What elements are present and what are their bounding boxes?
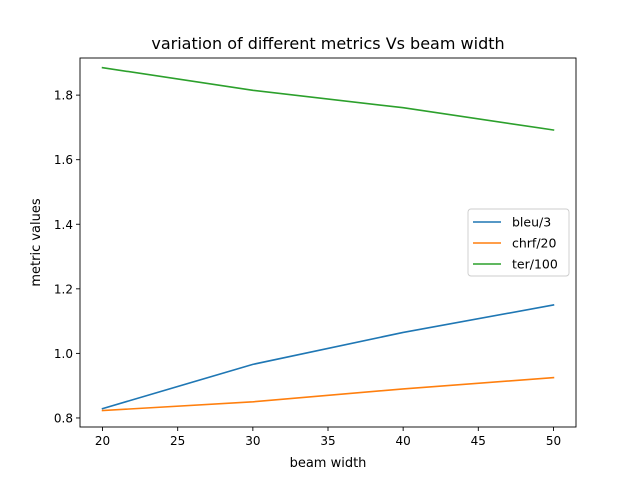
y-tick-label: 1.0 <box>54 347 73 361</box>
y-tick-label: 1.4 <box>54 218 73 232</box>
y-tick-label: 0.8 <box>54 411 73 425</box>
series-line-2 <box>101 66 555 131</box>
series-line-1 <box>101 376 555 412</box>
series-line-0 <box>101 304 555 410</box>
legend: bleu/3 chrf/20 ter/100 <box>467 208 570 277</box>
y-tick-label: 1.2 <box>54 282 73 296</box>
x-axis-label: beam width <box>290 456 367 471</box>
legend-box <box>467 208 570 277</box>
y-tick-label: 1.6 <box>54 153 73 167</box>
x-tick-label: 50 <box>546 434 561 448</box>
x-tick-label: 25 <box>170 434 185 448</box>
legend-label-1: chrf/20 <box>512 236 556 251</box>
x-tick-label: 40 <box>396 434 411 448</box>
x-tick-label: 45 <box>471 434 486 448</box>
x-tick-label: 30 <box>245 434 260 448</box>
y-axis: 0.8 1.0 1.2 1.4 1.6 1.8 <box>54 89 80 425</box>
chart-title: variation of different metrics Vs beam w… <box>151 34 504 53</box>
legend-label-2: ter/100 <box>512 257 558 272</box>
y-axis-label: metric values <box>29 198 44 287</box>
x-tick-label: 35 <box>320 434 335 448</box>
x-axis: 20 25 30 35 40 45 50 <box>95 427 561 448</box>
series-layer <box>101 66 555 412</box>
legend-label-0: bleu/3 <box>512 215 551 230</box>
x-tick-label: 20 <box>95 434 110 448</box>
y-tick-label: 1.8 <box>54 89 73 103</box>
